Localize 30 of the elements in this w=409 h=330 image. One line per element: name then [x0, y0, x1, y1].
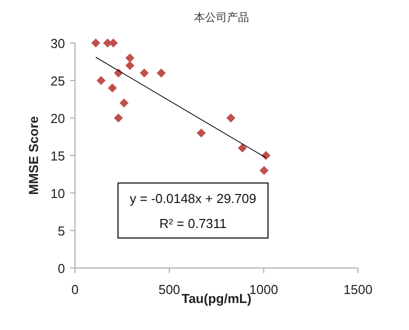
y-tick-label: 5 [58, 224, 65, 238]
chart-title: 本公司产品 [194, 11, 249, 24]
point [238, 144, 247, 152]
point [125, 54, 134, 62]
point [196, 128, 206, 138]
y-tick-label: 20 [50, 111, 65, 126]
point [108, 84, 117, 92]
y-tick-label: 10 [50, 186, 65, 201]
x-axis-title: Tau(pg/mL) [182, 291, 252, 306]
point [120, 98, 129, 108]
point [226, 114, 236, 122]
y-tick-label: 30 [50, 36, 65, 51]
point [125, 61, 134, 70]
y-tick-label: 15 [50, 148, 65, 164]
x-tick-label: 1500 [344, 282, 372, 297]
point [91, 38, 100, 48]
x-tick-label: 0 [71, 282, 79, 297]
x-tick-label: 1000 [249, 282, 278, 297]
point [156, 68, 166, 78]
annotation: R² = 0.7311 [159, 216, 227, 231]
annotation: y = -0.0148x + 29.709 [130, 191, 256, 206]
y-tick-label: 0 [58, 261, 65, 276]
point [260, 166, 269, 175]
point [261, 151, 270, 160]
x-tick-label: 500 [158, 282, 180, 297]
point [96, 76, 106, 85]
y-axis-title: MMSE Score [26, 116, 41, 195]
point [140, 68, 149, 78]
point [114, 114, 123, 122]
y-tick-label: 25 [50, 74, 65, 88]
